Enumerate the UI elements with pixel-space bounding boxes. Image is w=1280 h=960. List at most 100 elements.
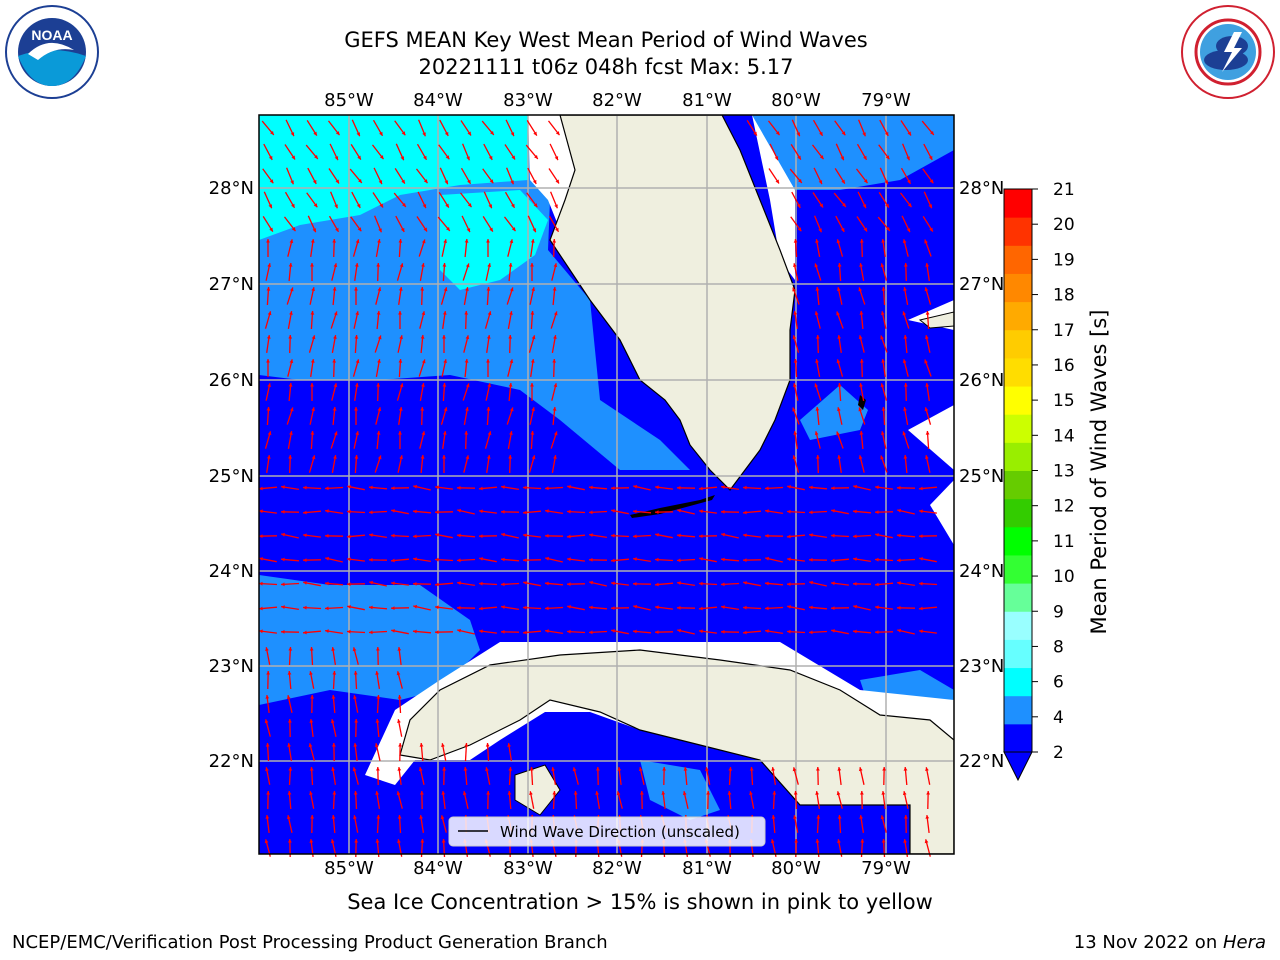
wind-arrow-head bbox=[331, 767, 335, 771]
wind-arrow-head bbox=[332, 239, 337, 243]
wind-arrow-head bbox=[792, 335, 797, 340]
wind-arrow-head bbox=[792, 455, 797, 460]
wind-arrow-head bbox=[391, 606, 395, 610]
wind-arrow-head bbox=[376, 263, 381, 267]
wind-arrow-head bbox=[902, 431, 907, 436]
lat-label-right: 25°N bbox=[959, 466, 1004, 487]
wind-arrow-head bbox=[264, 719, 269, 724]
wind-arrow-head bbox=[413, 557, 417, 561]
colorbar-bin bbox=[1004, 442, 1032, 471]
wind-arrow-head bbox=[486, 407, 491, 411]
wind-arrow-head bbox=[281, 485, 285, 489]
wind-arrow-head bbox=[281, 557, 285, 562]
wind-arrow-head bbox=[269, 227, 273, 232]
wind-arrow-head bbox=[794, 839, 798, 843]
wind-arrow-head bbox=[259, 486, 263, 491]
wind-arrow-head bbox=[906, 156, 910, 161]
wind-arrow-head bbox=[787, 605, 791, 609]
wind-arrow-head bbox=[464, 239, 469, 243]
wind-arrow-head bbox=[465, 263, 470, 268]
wind-arrow-head bbox=[863, 179, 868, 184]
colorbar-label: Mean Period of Wind Waves [s] bbox=[1087, 310, 1111, 635]
wind-arrow-head bbox=[508, 767, 513, 771]
wind-arrow-head bbox=[929, 227, 933, 232]
wind-arrow-head bbox=[531, 335, 536, 340]
wind-arrow-head bbox=[797, 227, 802, 232]
colorbar-tick-label: 2 bbox=[1053, 743, 1064, 763]
wind-arrow-head bbox=[743, 510, 747, 515]
lat-label-left: 23°N bbox=[209, 656, 254, 677]
colorbar-tick-label: 17 bbox=[1053, 321, 1075, 341]
wind-arrow-head bbox=[699, 557, 703, 561]
wind-arrow-head bbox=[377, 455, 382, 460]
wind-arrow-head bbox=[862, 204, 867, 209]
wind-arrow-head bbox=[354, 407, 358, 411]
wind-arrow-head bbox=[369, 485, 373, 490]
lat-label-left: 27°N bbox=[209, 274, 254, 295]
wind-arrow-head bbox=[325, 509, 329, 513]
wind-arrow-head bbox=[903, 263, 908, 267]
wind-arrow-head bbox=[347, 557, 351, 562]
colorbar-extend-triangle bbox=[1003, 751, 1033, 782]
wind-arrow-head bbox=[347, 509, 351, 514]
wind-arrow-head bbox=[369, 580, 374, 585]
wind-arrow-head bbox=[266, 407, 271, 411]
wind-arrow-head bbox=[683, 767, 688, 771]
wind-arrow-head bbox=[418, 767, 423, 772]
wind-arrow-head bbox=[486, 359, 490, 363]
wind-arrow-head bbox=[772, 791, 777, 795]
wind-arrow-head bbox=[530, 431, 535, 435]
wind-arrow-head bbox=[743, 533, 747, 538]
wind-arrow-head bbox=[529, 767, 534, 771]
chart-title: GEFS MEAN Key West Mean Period of Wind W… bbox=[344, 28, 868, 52]
lon-labels-bottom: 85°W 84°W 83°W 82°W 81°W 80°W 79°W bbox=[324, 858, 911, 879]
wind-arrow-head bbox=[859, 263, 863, 267]
wind-arrow-head bbox=[919, 557, 923, 561]
wind-arrow-head bbox=[464, 311, 469, 315]
lon-label-top: 81°W bbox=[682, 90, 732, 111]
wind-arrow-head bbox=[819, 131, 823, 136]
wind-arrow-head bbox=[809, 533, 813, 537]
wind-arrow-head bbox=[553, 263, 558, 268]
wind-arrow-head bbox=[655, 557, 659, 562]
wind-arrow-head bbox=[333, 431, 338, 436]
wind-arrow-head bbox=[640, 791, 644, 795]
wind-arrow-head bbox=[897, 558, 901, 563]
wind-arrow-head bbox=[421, 383, 425, 387]
wind-arrow-head bbox=[288, 647, 293, 651]
colorbar-tick-label: 4 bbox=[1053, 708, 1064, 728]
wind-arrow-head bbox=[353, 815, 357, 819]
wind-arrow-head bbox=[396, 791, 401, 796]
wind-arrow-head bbox=[334, 204, 338, 209]
wind-arrow-head bbox=[369, 605, 373, 610]
wind-arrow-head bbox=[655, 485, 659, 490]
wind-arrow-head bbox=[809, 510, 813, 515]
colorbar-bin bbox=[1004, 498, 1032, 528]
wind-arrow-head bbox=[907, 131, 911, 136]
wind-arrow-head bbox=[721, 510, 725, 514]
wind-arrow-head bbox=[330, 839, 335, 844]
wind-arrow-head bbox=[420, 839, 425, 843]
wind-arrow-head bbox=[531, 407, 535, 411]
wind-arrow-head bbox=[880, 335, 884, 340]
wind-arrow-head bbox=[814, 311, 819, 316]
wind-arrow-head bbox=[259, 557, 263, 561]
wind-arrow-head bbox=[501, 582, 505, 587]
wind-arrow-head bbox=[266, 671, 270, 675]
wind-arrow-head bbox=[552, 791, 557, 795]
wind-arrow-head bbox=[875, 485, 879, 490]
wind-arrow-head bbox=[309, 719, 314, 723]
lat-label-right: 22°N bbox=[959, 751, 1004, 772]
wind-arrow-head bbox=[508, 335, 513, 339]
masked-area bbox=[930, 480, 954, 545]
wind-arrow-head bbox=[413, 484, 418, 489]
wind-arrow-head bbox=[721, 557, 725, 562]
wind-arrow-head bbox=[902, 311, 907, 316]
wind-arrow-head bbox=[897, 606, 901, 610]
wind-arrow-head bbox=[553, 455, 557, 459]
wind-arrow-head bbox=[545, 606, 549, 611]
wind-arrow-head bbox=[880, 455, 884, 460]
ocean-shading-6-8s bbox=[259, 115, 528, 240]
wind-arrow-head bbox=[567, 582, 571, 586]
wind-arrow-head bbox=[312, 179, 317, 184]
